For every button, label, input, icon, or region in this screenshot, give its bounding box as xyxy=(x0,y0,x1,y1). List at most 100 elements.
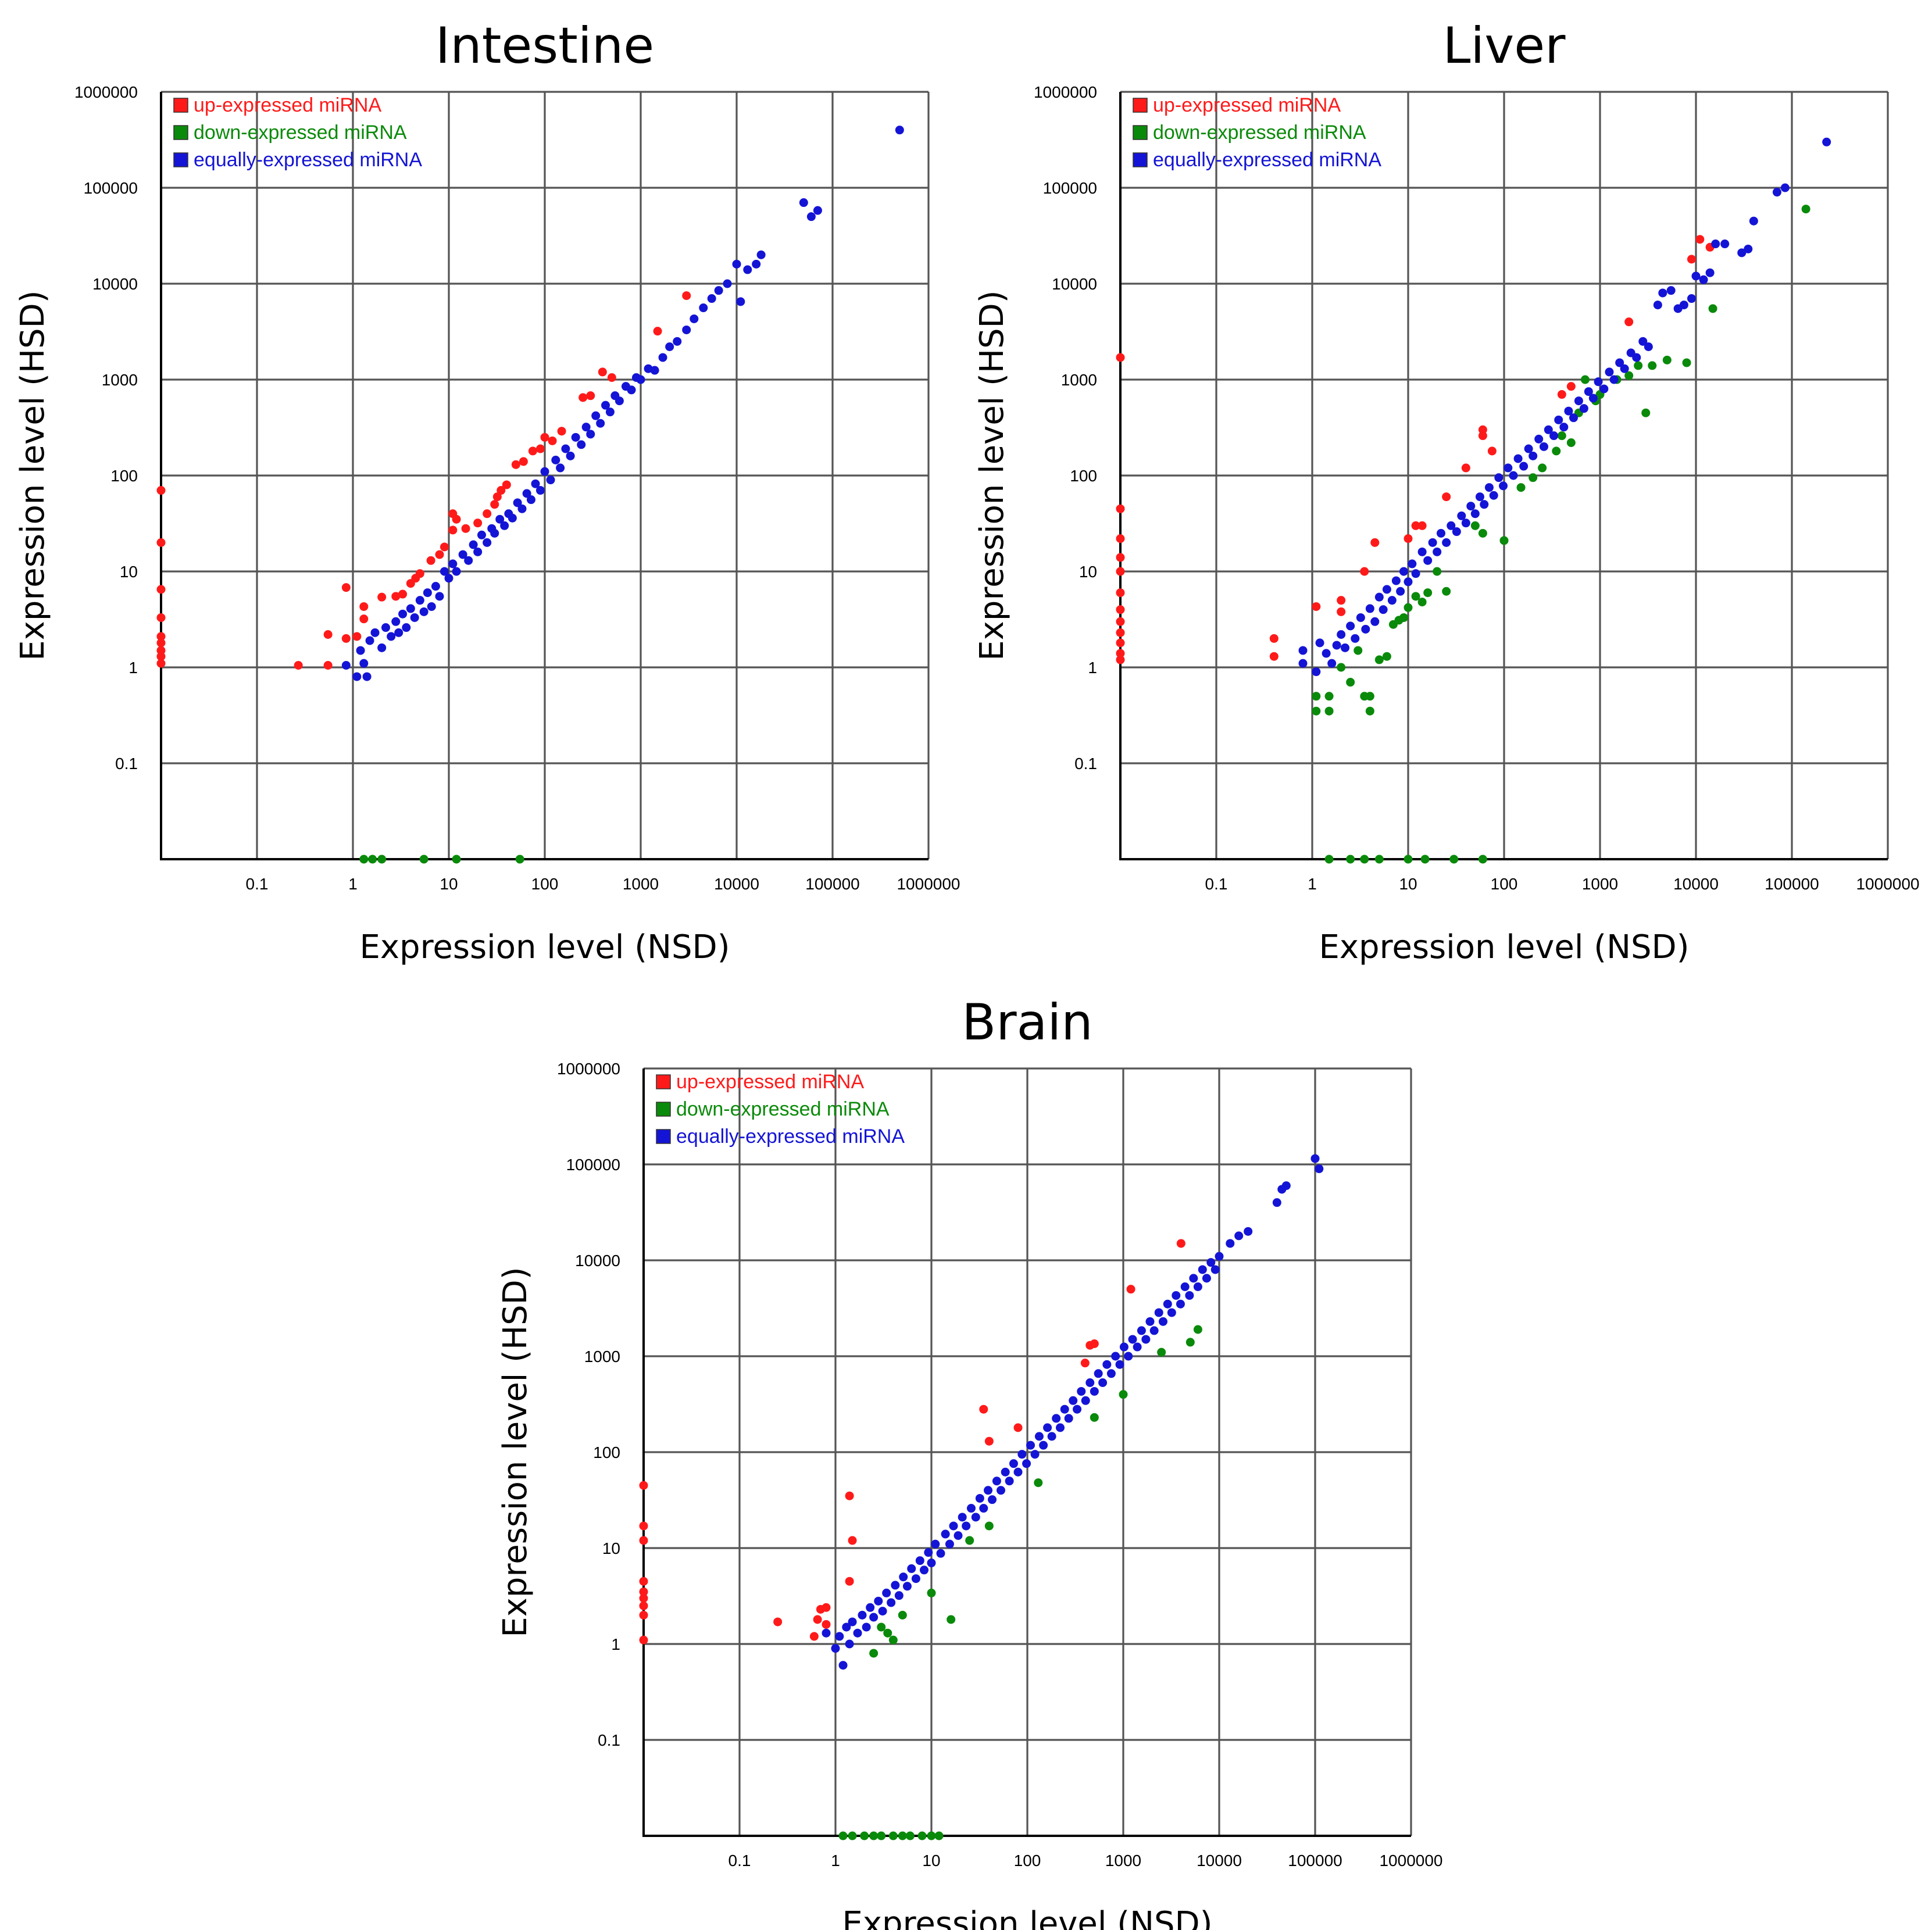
data-point xyxy=(1198,1265,1207,1274)
data-point xyxy=(461,524,470,533)
data-point xyxy=(1269,634,1279,643)
data-point xyxy=(927,1588,936,1597)
data-point xyxy=(156,646,166,655)
data-point xyxy=(1327,659,1337,668)
data-point xyxy=(1034,1478,1043,1488)
data-point xyxy=(1442,587,1451,596)
data-point xyxy=(887,1598,896,1607)
y-tick-label: 1000000 xyxy=(557,1060,620,1078)
data-point xyxy=(979,1404,988,1414)
data-point xyxy=(513,498,522,507)
y-tick-label: 0.1 xyxy=(598,1731,620,1749)
data-point xyxy=(1529,473,1538,482)
y-tick-label: 10000 xyxy=(575,1252,620,1270)
data-point xyxy=(1157,1348,1166,1357)
data-point xyxy=(1569,413,1579,423)
data-point xyxy=(822,1620,831,1629)
data-point xyxy=(1370,617,1380,626)
data-point xyxy=(845,1577,854,1586)
data-point xyxy=(1269,652,1279,661)
data-point xyxy=(845,1639,854,1649)
data-point xyxy=(535,444,545,453)
data-point xyxy=(866,1603,875,1612)
data-point xyxy=(813,206,822,215)
data-point xyxy=(571,433,580,442)
x-tick-label: 100000 xyxy=(1765,875,1819,893)
data-point xyxy=(1478,528,1487,538)
chart-title: Brain xyxy=(962,993,1092,1052)
data-point xyxy=(1090,1386,1099,1396)
data-point xyxy=(1324,692,1334,701)
y-tick-label: 1 xyxy=(611,1635,620,1653)
data-point xyxy=(1466,502,1476,511)
data-point xyxy=(962,1521,971,1531)
data-point xyxy=(723,279,732,288)
data-point xyxy=(1499,536,1509,545)
data-point xyxy=(1682,358,1691,367)
data-point xyxy=(1433,547,1442,556)
data-point xyxy=(1215,1252,1224,1261)
data-point xyxy=(294,661,303,670)
data-point xyxy=(1106,1369,1116,1378)
data-point xyxy=(1351,634,1360,643)
data-point xyxy=(1662,355,1672,364)
legend-swatch xyxy=(656,1074,671,1089)
data-point xyxy=(1529,451,1538,460)
y-axis-label: Expression level (HSD) xyxy=(497,1267,534,1637)
data-point xyxy=(1417,521,1427,530)
data-point xyxy=(581,423,591,432)
data-point xyxy=(596,419,605,428)
data-point xyxy=(1346,855,1355,864)
data-point xyxy=(1605,367,1614,377)
data-point xyxy=(1478,431,1487,441)
data-point xyxy=(1102,1360,1112,1369)
data-point xyxy=(1744,244,1753,253)
data-point xyxy=(1449,855,1459,864)
data-point xyxy=(949,1521,958,1531)
data-point xyxy=(1176,1239,1185,1248)
data-point xyxy=(1073,1404,1082,1414)
data-point xyxy=(1461,463,1470,473)
data-point xyxy=(966,1504,976,1513)
data-point xyxy=(1090,1413,1099,1422)
data-point xyxy=(682,291,691,301)
data-point xyxy=(1189,1274,1198,1283)
data-point xyxy=(673,337,682,346)
data-point xyxy=(1632,353,1641,362)
data-point xyxy=(1337,630,1346,639)
legend-label: up-expressed miRNA xyxy=(1153,94,1341,116)
data-point xyxy=(548,436,557,445)
data-point xyxy=(1708,304,1717,313)
data-point xyxy=(1126,1285,1135,1294)
data-point xyxy=(452,514,461,524)
data-point xyxy=(508,513,517,523)
y-tick-label: 1 xyxy=(128,659,138,677)
data-point xyxy=(1119,1342,1129,1352)
data-point xyxy=(1404,577,1413,587)
data-point xyxy=(1185,1291,1194,1300)
data-point xyxy=(858,1610,867,1620)
data-point xyxy=(699,303,708,313)
data-point xyxy=(975,1493,984,1503)
data-point xyxy=(415,569,424,578)
data-point xyxy=(936,1549,945,1558)
data-point xyxy=(483,509,492,519)
data-point xyxy=(822,1628,831,1638)
data-point xyxy=(500,521,509,530)
data-point xyxy=(1513,454,1523,463)
y-tick-label: 100 xyxy=(110,467,138,485)
data-point xyxy=(895,126,904,135)
data-point xyxy=(899,1572,908,1582)
data-point xyxy=(377,643,387,652)
data-point xyxy=(398,609,408,619)
data-point xyxy=(1584,387,1593,396)
data-point xyxy=(1116,567,1125,576)
data-point xyxy=(831,1644,840,1653)
series-up-expressed xyxy=(1116,235,1715,664)
data-point xyxy=(1080,1359,1090,1368)
data-point xyxy=(368,855,377,864)
data-point xyxy=(1185,1338,1195,1347)
data-point xyxy=(1436,528,1445,538)
data-point xyxy=(490,528,499,538)
data-point xyxy=(1478,425,1487,434)
